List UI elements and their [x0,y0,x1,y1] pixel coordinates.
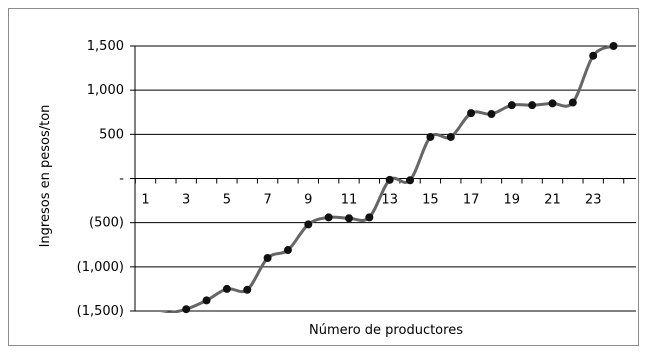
data-point [202,296,211,305]
data-point [548,99,557,108]
data-point [426,132,435,141]
data-point [385,175,394,184]
x-tick-label: 19 [504,193,521,208]
data-point [182,305,191,314]
data-point [304,220,313,229]
y-tick-label: (1,500) [77,304,124,319]
data-point [446,132,455,141]
data-point [365,213,374,222]
y-tick-label: (1,000) [77,260,124,275]
x-tick-label: 13 [381,193,398,208]
data-point [243,285,252,294]
x-tick-label: 5 [223,193,231,208]
x-tick-label: 21 [544,193,561,208]
y-tick-label: 1,500 [87,39,124,54]
y-tick-label: 1,000 [87,83,124,98]
data-point [507,101,516,110]
y-axis-title: Ingresos en pesos/ton [38,105,53,248]
x-tick-label: 7 [263,193,271,208]
x-axis-title: Número de productores [309,323,463,338]
data-point [487,110,496,119]
x-tick-label: 17 [463,193,480,208]
chart-frame [8,8,639,346]
data-point [345,214,353,223]
x-tick-label: 11 [341,193,358,208]
y-tick-label: (500) [89,216,124,231]
data-point [568,98,577,107]
axes [130,45,636,312]
y-tick-labels: 1,500 1,000 500 - (500) (1,000) (1,500) [77,39,125,319]
data-point [222,284,231,293]
data-series [160,42,618,314]
data-point [406,176,415,185]
y-tick-label: 500 [99,127,124,142]
y-tick-label: - [119,172,124,187]
gridlines [135,45,636,312]
data-point [263,254,272,262]
data-point [528,101,537,110]
x-tick-label: 1 [141,193,149,208]
data-point [589,51,598,60]
x-tick-labels: 1 3 5 7 9 11 13 15 17 19 21 23 [141,193,601,208]
data-point [283,246,292,255]
x-tick-label: 15 [422,193,439,208]
data-point [609,42,618,50]
x-tick-label: 3 [182,193,190,208]
data-point [467,109,476,118]
data-point [324,213,333,222]
x-tick-label: 23 [585,193,602,208]
x-tick-label: 9 [304,193,312,208]
